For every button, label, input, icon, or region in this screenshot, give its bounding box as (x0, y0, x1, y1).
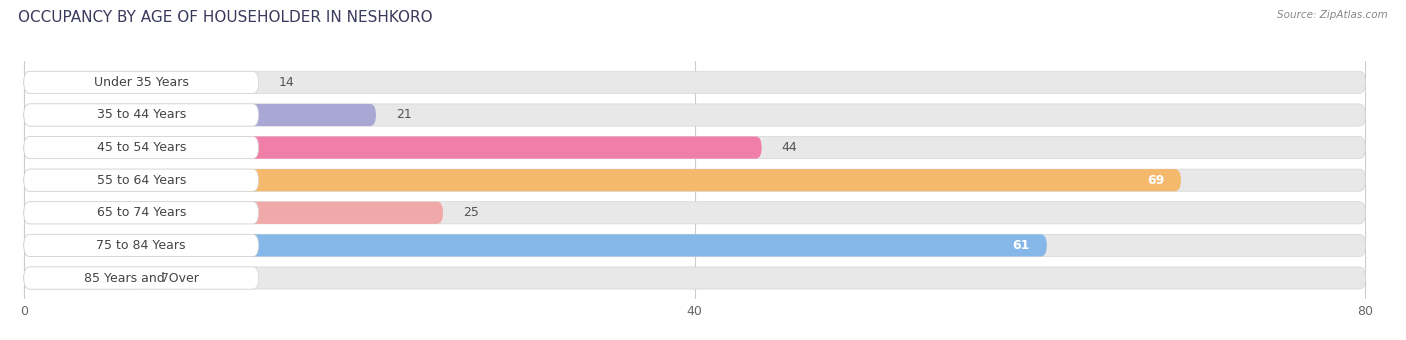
FancyBboxPatch shape (24, 104, 375, 126)
Text: 85 Years and Over: 85 Years and Over (84, 272, 198, 285)
Text: 75 to 84 Years: 75 to 84 Years (97, 239, 186, 252)
FancyBboxPatch shape (24, 137, 259, 159)
FancyBboxPatch shape (24, 202, 1365, 224)
FancyBboxPatch shape (24, 71, 1365, 94)
Text: 55 to 64 Years: 55 to 64 Years (97, 174, 186, 187)
FancyBboxPatch shape (24, 267, 1365, 289)
Text: OCCUPANCY BY AGE OF HOUSEHOLDER IN NESHKORO: OCCUPANCY BY AGE OF HOUSEHOLDER IN NESHK… (18, 10, 433, 25)
Text: Source: ZipAtlas.com: Source: ZipAtlas.com (1277, 10, 1388, 20)
Text: 61: 61 (1012, 239, 1031, 252)
FancyBboxPatch shape (24, 234, 1365, 256)
Text: 35 to 44 Years: 35 to 44 Years (97, 108, 186, 121)
FancyBboxPatch shape (24, 234, 1047, 256)
Text: 21: 21 (396, 108, 412, 121)
Text: 44: 44 (782, 141, 797, 154)
FancyBboxPatch shape (24, 71, 259, 94)
Text: Under 35 Years: Under 35 Years (94, 76, 188, 89)
Text: 14: 14 (278, 76, 294, 89)
FancyBboxPatch shape (24, 137, 762, 159)
FancyBboxPatch shape (24, 104, 1365, 126)
Text: 69: 69 (1147, 174, 1164, 187)
FancyBboxPatch shape (24, 169, 1365, 191)
FancyBboxPatch shape (24, 169, 259, 191)
FancyBboxPatch shape (24, 71, 259, 94)
Text: 7: 7 (162, 272, 169, 285)
FancyBboxPatch shape (24, 169, 1181, 191)
FancyBboxPatch shape (24, 104, 259, 126)
FancyBboxPatch shape (24, 267, 259, 289)
Text: 65 to 74 Years: 65 to 74 Years (97, 206, 186, 219)
FancyBboxPatch shape (24, 234, 259, 256)
FancyBboxPatch shape (24, 137, 1365, 159)
Text: 25: 25 (463, 206, 479, 219)
FancyBboxPatch shape (24, 202, 443, 224)
FancyBboxPatch shape (24, 202, 259, 224)
FancyBboxPatch shape (24, 267, 141, 289)
Text: 45 to 54 Years: 45 to 54 Years (97, 141, 186, 154)
